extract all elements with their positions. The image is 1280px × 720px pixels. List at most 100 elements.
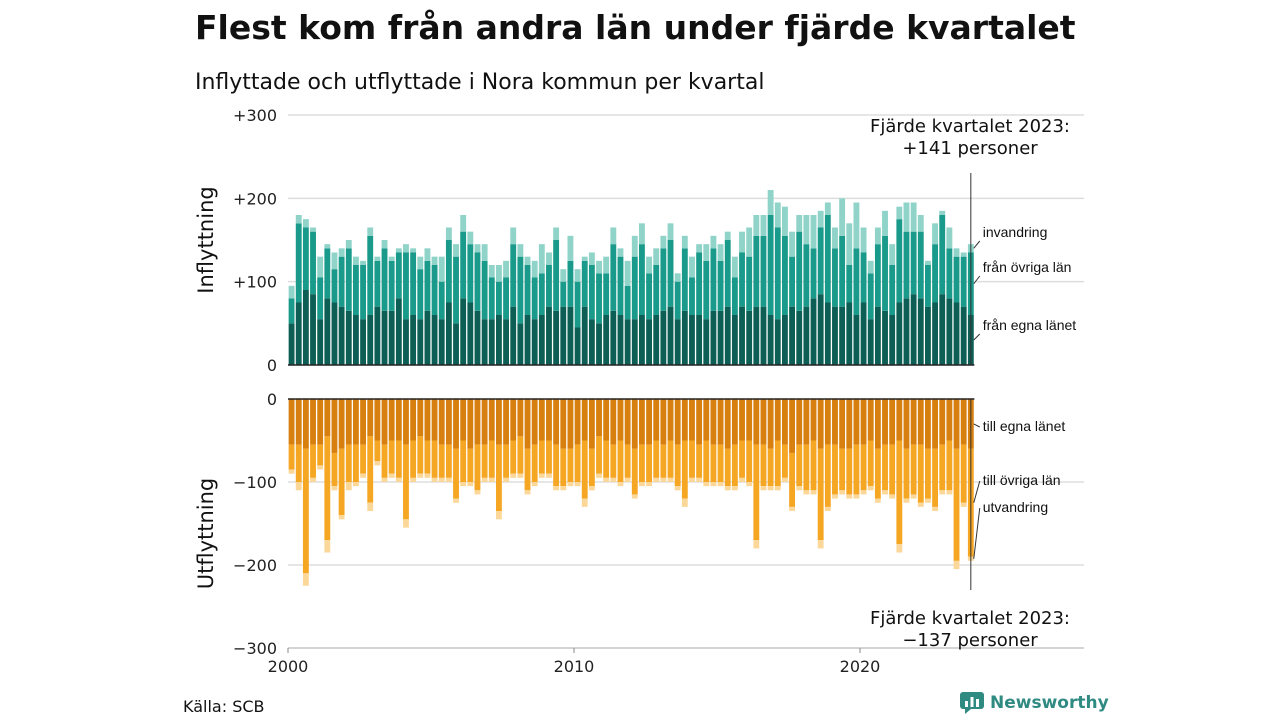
source-text: Källa: SCB bbox=[183, 697, 265, 716]
bar-utvandring bbox=[495, 511, 502, 520]
y-tick-label: −100 bbox=[233, 473, 277, 492]
bar-fran-egna-lanet bbox=[760, 306, 767, 365]
bar-fran-ovriga-lan bbox=[917, 231, 924, 299]
bar-fran-ovriga-lan bbox=[324, 248, 331, 299]
bar-fran-ovriga-lan bbox=[731, 277, 738, 315]
bar-till-egna-lanet bbox=[302, 399, 309, 449]
bar-invandring bbox=[889, 244, 896, 265]
bar-fran-egna-lanet bbox=[867, 319, 874, 365]
bar-fran-egna-lanet bbox=[667, 306, 674, 365]
bar-till-ovriga-lan bbox=[338, 448, 345, 516]
bar-invandring bbox=[495, 265, 502, 282]
bar-fran-ovriga-lan bbox=[438, 281, 445, 320]
bar-utvandring bbox=[317, 465, 324, 470]
bar-utvandring bbox=[596, 473, 602, 478]
bar-till-egna-lanet bbox=[624, 399, 631, 445]
bar-utvandring bbox=[924, 498, 931, 503]
bar-till-egna-lanet bbox=[317, 399, 324, 445]
bar-till-egna-lanet bbox=[596, 399, 602, 437]
bar-fran-egna-lanet bbox=[338, 306, 345, 365]
annotation-top: Fjärde kvartalet 2023: +141 personer bbox=[860, 116, 1080, 160]
bar-fran-egna-lanet bbox=[438, 319, 445, 365]
bar-till-egna-lanet bbox=[467, 399, 474, 449]
bar-fran-ovriga-lan bbox=[910, 231, 917, 295]
bar-fran-egna-lanet bbox=[917, 298, 924, 365]
bar-fran-ovriga-lan bbox=[853, 248, 860, 315]
bar-till-egna-lanet bbox=[574, 399, 581, 445]
bar-invandring bbox=[431, 256, 438, 265]
bar-invandring bbox=[731, 256, 738, 278]
bar-fran-egna-lanet bbox=[360, 319, 367, 365]
bar-till-egna-lanet bbox=[638, 399, 645, 445]
bar-till-ovriga-lan bbox=[352, 444, 359, 482]
bar-invandring bbox=[324, 244, 331, 249]
bar-till-egna-lanet bbox=[681, 399, 688, 441]
bar-till-egna-lanet bbox=[710, 399, 717, 445]
bar-fran-ovriga-lan bbox=[817, 227, 824, 295]
bar-utvandring bbox=[510, 473, 517, 478]
bar-till-egna-lanet bbox=[696, 399, 703, 445]
bar-invandring bbox=[860, 227, 867, 253]
label-till-egna-lanet: till egna länet bbox=[983, 418, 1066, 434]
bar-invandring bbox=[681, 235, 688, 249]
bar-utvandring bbox=[953, 560, 960, 570]
bar-utvandring bbox=[667, 477, 674, 482]
bar-till-egna-lanet bbox=[660, 399, 667, 445]
bar-till-egna-lanet bbox=[631, 399, 638, 449]
bar-invandring bbox=[767, 190, 774, 215]
bar-till-ovriga-lan bbox=[774, 440, 781, 487]
bar-fran-egna-lanet bbox=[510, 306, 517, 365]
bar-invandring bbox=[774, 202, 781, 228]
bar-till-ovriga-lan bbox=[453, 448, 459, 499]
bar-invandring bbox=[503, 260, 510, 278]
bar-till-egna-lanet bbox=[746, 399, 753, 441]
bar-fran-egna-lanet bbox=[553, 310, 560, 365]
bar-utvandring bbox=[746, 482, 753, 487]
bar-till-egna-lanet bbox=[646, 399, 653, 445]
bar-fran-ovriga-lan bbox=[874, 244, 881, 307]
bar-invandring bbox=[317, 256, 324, 278]
bar-till-egna-lanet bbox=[781, 399, 788, 445]
bar-utvandring bbox=[445, 477, 452, 482]
bar-utvandring bbox=[846, 494, 853, 499]
bar-invandring bbox=[517, 244, 524, 257]
bar-utvandring bbox=[739, 477, 745, 482]
bar-fran-egna-lanet bbox=[517, 323, 524, 365]
bar-fran-egna-lanet bbox=[631, 319, 638, 365]
bar-fran-egna-lanet bbox=[295, 302, 302, 365]
bar-fran-ovriga-lan bbox=[360, 265, 367, 320]
bar-till-egna-lanet bbox=[567, 399, 574, 449]
brand-logo[interactable]: Newsworthy bbox=[960, 692, 1109, 714]
bar-utvandring bbox=[917, 502, 924, 507]
grid-lines bbox=[288, 114, 1084, 649]
bar-fran-ovriga-lan bbox=[574, 281, 581, 328]
bar-till-egna-lanet bbox=[939, 399, 946, 445]
bar-utvandring bbox=[524, 490, 531, 495]
bar-utvandring bbox=[731, 486, 738, 491]
bar-till-ovriga-lan bbox=[667, 440, 674, 478]
bar-fran-ovriga-lan bbox=[796, 231, 803, 311]
bar-till-ovriga-lan bbox=[646, 444, 653, 482]
bar-fran-egna-lanet bbox=[324, 298, 331, 365]
bar-fran-ovriga-lan bbox=[345, 248, 352, 311]
bar-fran-egna-lanet bbox=[403, 319, 409, 365]
bar-till-egna-lanet bbox=[338, 399, 345, 449]
bar-till-egna-lanet bbox=[667, 399, 674, 441]
bar-utvandring bbox=[610, 477, 617, 482]
bar-fran-ovriga-lan bbox=[638, 244, 645, 315]
bar-till-ovriga-lan bbox=[360, 444, 367, 474]
bar-till-egna-lanet bbox=[789, 399, 796, 453]
bar-till-ovriga-lan bbox=[953, 448, 960, 561]
bar-utvandring bbox=[646, 482, 653, 487]
bar-utvandring bbox=[438, 477, 445, 482]
bar-till-ovriga-lan bbox=[538, 440, 545, 474]
bar-fran-egna-lanet bbox=[832, 306, 838, 365]
bar-fran-egna-lanet bbox=[603, 315, 610, 365]
bar-invandring bbox=[832, 227, 838, 249]
bar-fran-ovriga-lan bbox=[453, 256, 459, 324]
bar-till-ovriga-lan bbox=[867, 440, 874, 487]
series-labels: från egna länet till egna länet från övrig… bbox=[973, 224, 1076, 559]
bar-fran-egna-lanet bbox=[696, 315, 703, 365]
bar-till-egna-lanet bbox=[860, 399, 867, 445]
